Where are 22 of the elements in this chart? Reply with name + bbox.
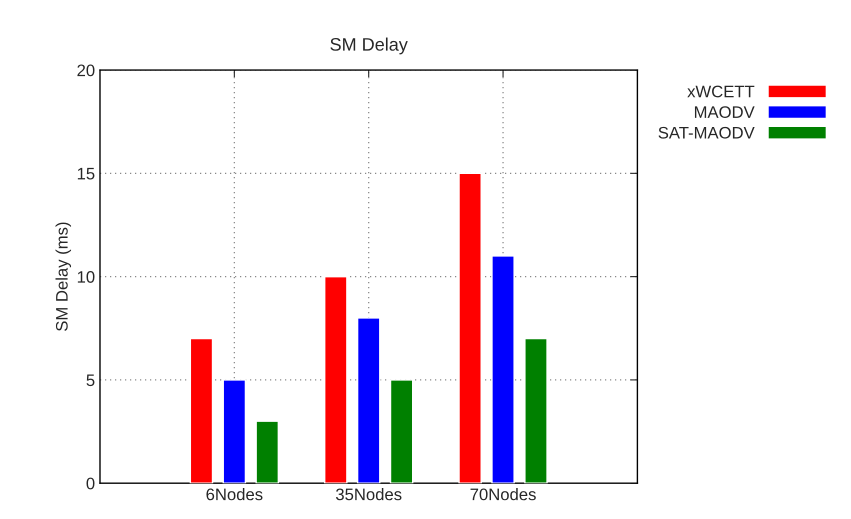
bar — [491, 255, 515, 484]
bar — [458, 172, 482, 484]
y-tick-label: 10 — [78, 271, 94, 283]
x-tick-label: 6Nodes — [206, 488, 262, 500]
legend-label: MAODV — [694, 106, 755, 118]
bar — [356, 317, 380, 484]
x-tick-label: 70Nodes — [470, 488, 536, 500]
y-tick-label: 20 — [77, 64, 94, 76]
chart-title: SM Delay — [330, 38, 408, 54]
bar — [324, 276, 348, 484]
y-tick-label: 0 — [86, 478, 94, 490]
legend-label: SAT-MAODV — [658, 126, 755, 139]
y-axis-title: SM Delay (ms) — [56, 222, 72, 331]
bar — [524, 338, 548, 484]
bar — [390, 379, 414, 484]
bar — [255, 420, 280, 484]
legend-label: xWCETT — [687, 86, 754, 98]
y-tick-label: 15 — [78, 168, 94, 180]
x-tick-label: 35Nodes — [336, 488, 402, 500]
y-tick-label: 5 — [86, 374, 94, 386]
bar — [222, 379, 246, 484]
bar — [190, 338, 214, 484]
